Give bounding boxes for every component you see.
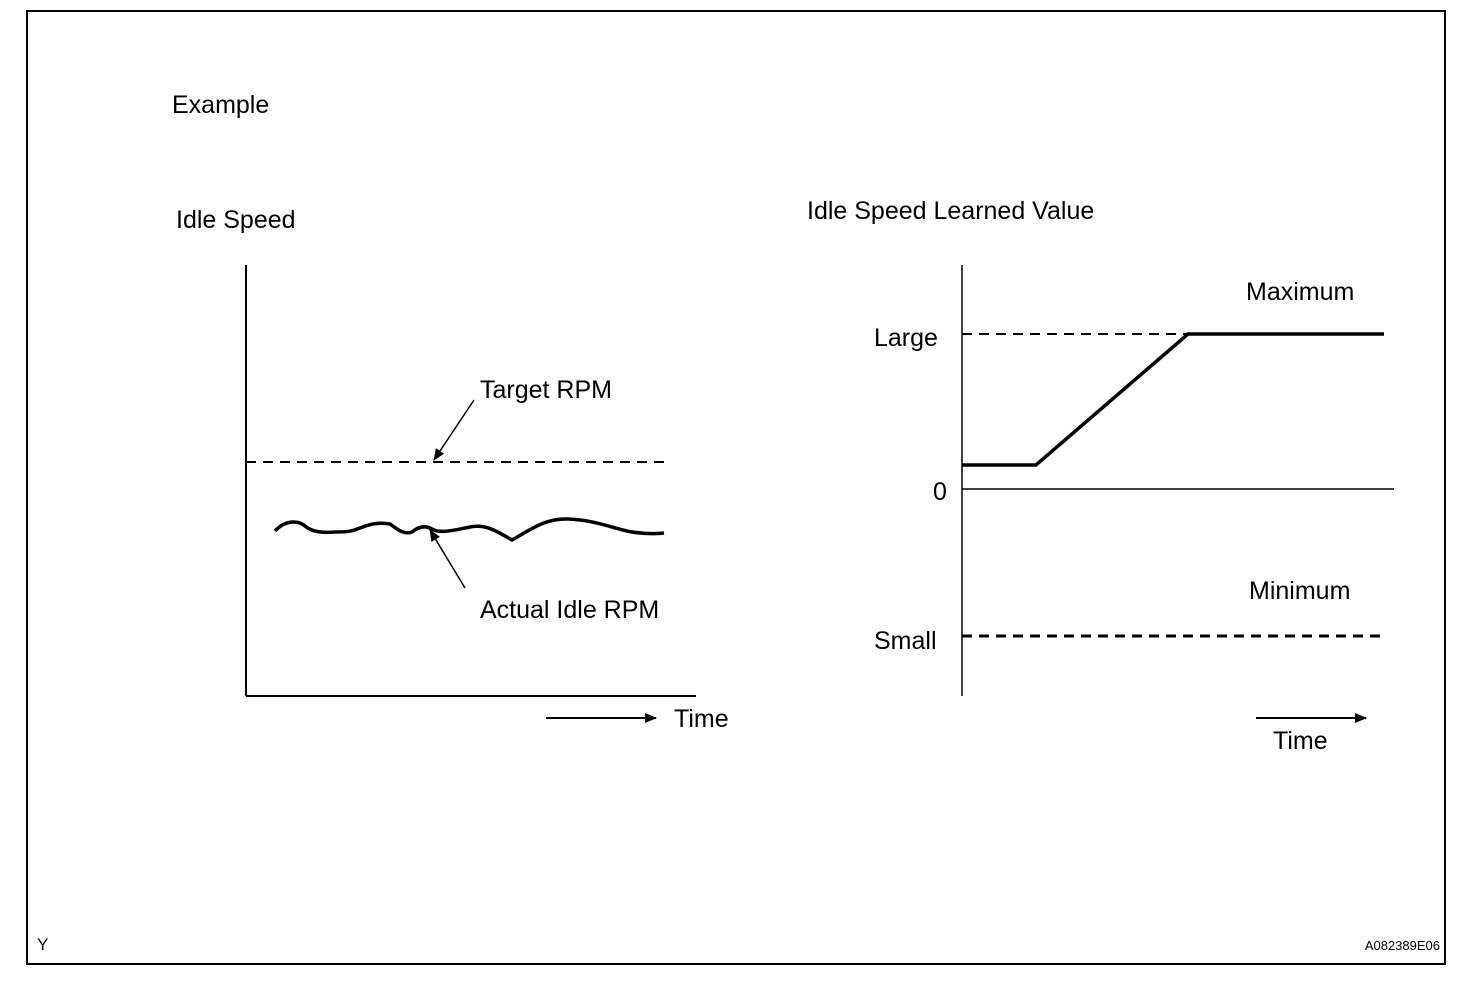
actual-idle-rpm-curve: [273, 517, 665, 543]
left-time-label: Time: [674, 705, 729, 733]
maximum-label: Maximum: [1246, 278, 1354, 306]
learned-value-curve: [962, 332, 1384, 467]
large-label: Large: [874, 324, 938, 352]
learned-value-title: Idle Speed Learned Value: [807, 197, 1094, 225]
target-rpm-label: Target RPM: [480, 376, 612, 404]
diagram-frame: [26, 10, 1446, 965]
idle-speed-chart: Idle Speed Target RPM Actual Idle RPM Ti…: [176, 206, 729, 733]
idle-speed-learned-value-chart: Idle Speed Learned Value Maximum Minimum…: [807, 197, 1394, 755]
target-rpm-pointer: [433, 399, 475, 461]
footer-figure-code: A082389E06: [1365, 938, 1440, 953]
idle-speed-title: Idle Speed: [176, 206, 296, 234]
zero-label: 0: [933, 478, 947, 506]
actual-idle-rpm-label: Actual Idle RPM: [480, 596, 659, 624]
right-time-label: Time: [1273, 727, 1328, 755]
footer-left-code: Y: [37, 935, 48, 954]
example-label: Example: [172, 91, 269, 119]
actual-idle-rpm-pointer: [429, 529, 466, 589]
small-label: Small: [874, 627, 937, 655]
minimum-label: Minimum: [1249, 577, 1350, 605]
